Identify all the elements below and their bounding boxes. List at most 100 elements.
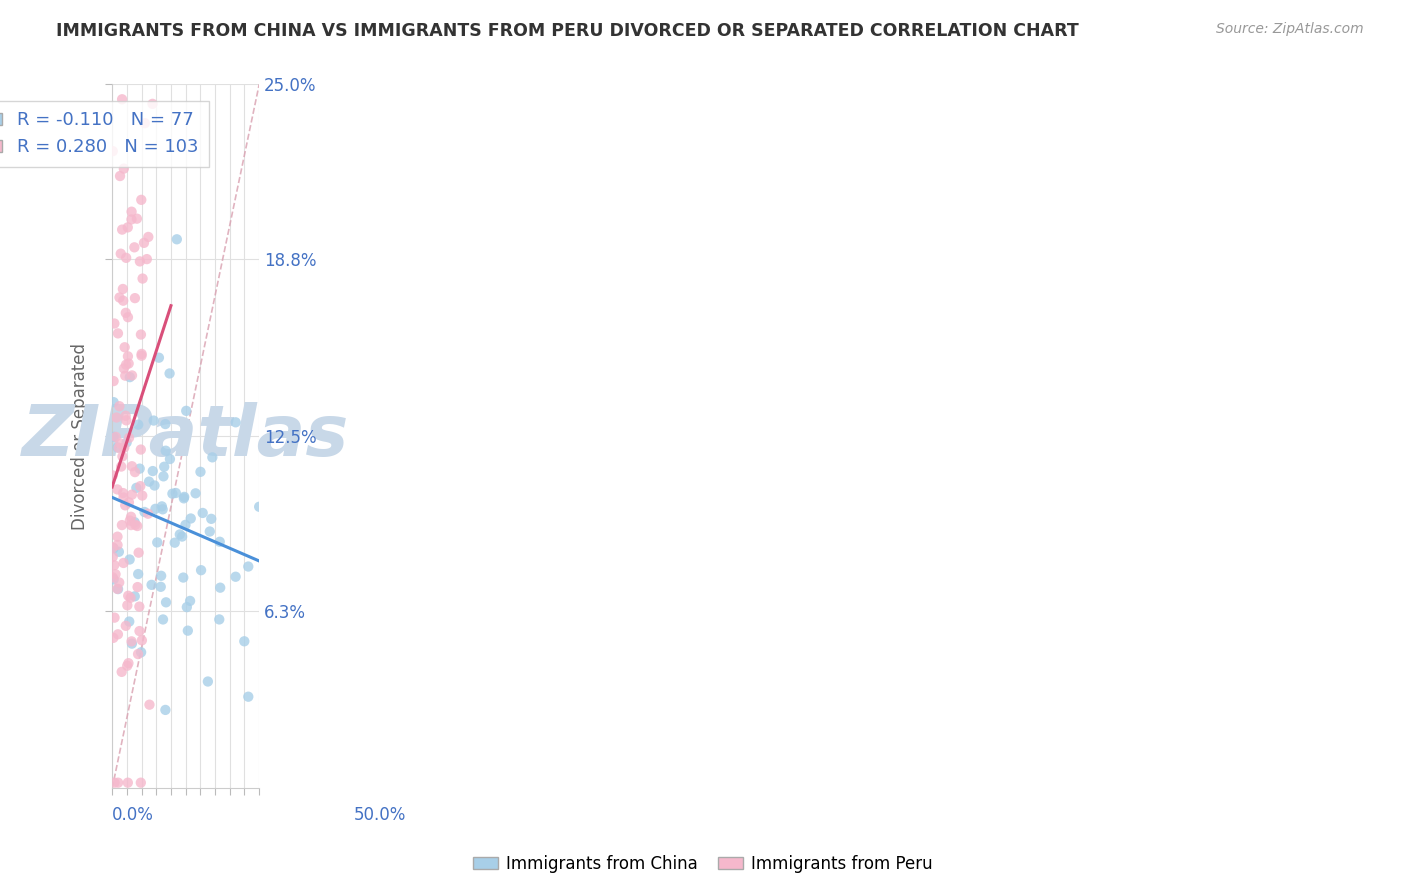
Point (121, 634, 143, 648)
Point (114, 340, 136, 354)
Point (107, 538, 129, 552)
Point (120, 212, 142, 227)
Point (112, 491, 135, 505)
Point (132, 235, 155, 250)
Point (101, 541, 124, 555)
Point (107, 441, 129, 455)
Point (112, 293, 135, 308)
Point (110, 246, 132, 260)
Point (117, 656, 139, 670)
Point (148, 351, 170, 365)
Point (124, 240, 146, 254)
Point (124, 291, 146, 305)
Point (131, 633, 153, 648)
Point (117, 349, 139, 363)
Point (117, 357, 139, 371)
Point (191, 506, 214, 520)
Text: ZIPatlas: ZIPatlas (22, 402, 349, 471)
Point (159, 367, 181, 381)
Point (155, 417, 177, 431)
Point (152, 612, 174, 626)
Point (110, 459, 132, 474)
Point (103, 395, 125, 409)
Text: 0.0%: 0.0% (112, 805, 155, 824)
Point (129, 193, 152, 207)
Point (101, 549, 124, 564)
Point (155, 595, 177, 609)
Point (129, 442, 152, 457)
Point (129, 645, 152, 659)
Point (179, 594, 201, 608)
Point (127, 580, 149, 594)
Point (142, 413, 165, 427)
Point (247, 500, 270, 514)
Point (112, 441, 135, 455)
Point (111, 450, 134, 464)
Point (125, 481, 148, 495)
Point (105, 483, 128, 497)
Point (124, 515, 146, 529)
Point (128, 254, 150, 268)
Point (128, 624, 150, 638)
Point (125, 211, 148, 226)
Point (145, 501, 167, 516)
Point (115, 358, 138, 372)
Point (112, 361, 135, 376)
Point (201, 450, 224, 465)
Point (209, 581, 232, 595)
Point (117, 310, 139, 325)
Point (138, 698, 160, 712)
Point (152, 469, 174, 483)
Point (108, 291, 131, 305)
Point (174, 517, 197, 532)
Point (155, 703, 177, 717)
Point (103, 631, 125, 645)
Point (121, 488, 143, 502)
Point (128, 599, 150, 614)
Point (111, 282, 134, 296)
Point (114, 409, 136, 423)
Point (111, 222, 134, 236)
Point (153, 459, 176, 474)
Point (173, 491, 195, 506)
Point (155, 443, 177, 458)
Point (121, 28, 143, 42)
Point (180, 511, 202, 525)
Point (131, 489, 153, 503)
Point (131, 349, 153, 363)
Point (172, 530, 194, 544)
Point (169, 527, 191, 541)
Point (111, 92, 134, 106)
Point (142, 464, 165, 478)
Point (172, 570, 194, 584)
Point (131, 347, 153, 361)
Point (103, 558, 125, 573)
Point (108, 399, 131, 413)
Point (121, 368, 143, 383)
Point (118, 514, 141, 528)
Point (107, 582, 129, 596)
Point (108, 575, 131, 590)
Point (127, 567, 149, 582)
Point (104, 567, 127, 582)
Point (129, 327, 152, 342)
Point (152, 502, 174, 516)
Point (112, 556, 135, 570)
Point (112, 161, 135, 176)
Point (101, 144, 124, 158)
Point (184, 486, 207, 500)
Point (225, 570, 247, 584)
Point (115, 435, 138, 450)
Point (118, 431, 141, 445)
Point (150, 500, 173, 514)
Point (135, 252, 157, 266)
Point (173, 490, 195, 504)
Point (114, 368, 136, 383)
Point (162, 486, 184, 500)
Point (136, 230, 159, 244)
Point (200, 512, 222, 526)
Point (121, 459, 143, 474)
Point (163, 535, 186, 549)
Point (115, 413, 138, 427)
Point (108, 169, 131, 183)
